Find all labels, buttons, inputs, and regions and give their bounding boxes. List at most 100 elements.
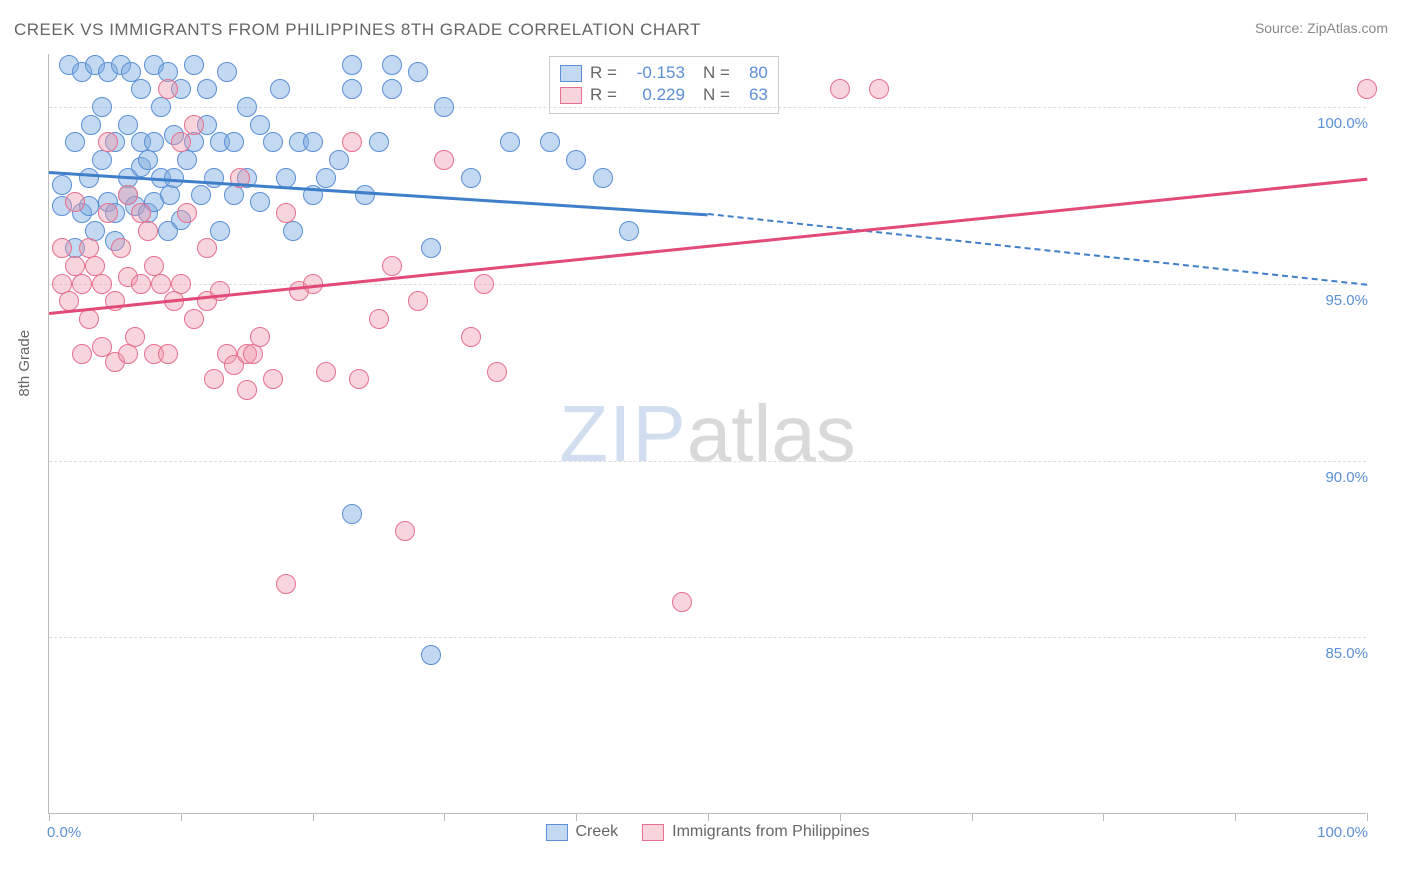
data-point (395, 521, 415, 541)
data-point (237, 97, 257, 117)
legend-corr-swatch (560, 65, 582, 82)
data-point (342, 55, 362, 75)
data-point (250, 115, 270, 135)
data-point (500, 132, 520, 152)
data-point (276, 203, 296, 223)
trend-line (708, 213, 1367, 286)
source-attribution: Source: ZipAtlas.com (1255, 20, 1388, 36)
data-point (118, 344, 138, 364)
gridline (49, 637, 1366, 638)
legend-label-philippines: Immigrants from Philippines (672, 823, 869, 841)
data-point (619, 221, 639, 241)
data-point (81, 115, 101, 135)
data-point (593, 168, 613, 188)
data-point (210, 221, 230, 241)
data-point (158, 344, 178, 364)
data-point (408, 291, 428, 311)
legend-corr-swatch (560, 87, 582, 104)
data-point (72, 344, 92, 364)
x-tick (313, 813, 314, 821)
data-point (487, 362, 507, 382)
series-legend: Creek Immigrants from Philippines (545, 823, 869, 841)
legend-corr-row: R =-0.153N =80 (560, 63, 768, 83)
data-point (270, 79, 290, 99)
x-tick (1103, 813, 1104, 821)
y-tick-label: 90.0% (1321, 469, 1368, 486)
y-tick-label: 95.0% (1321, 292, 1368, 309)
data-point (461, 327, 481, 347)
data-point (382, 256, 402, 276)
y-tick-label: 100.0% (1313, 115, 1368, 132)
data-point (461, 168, 481, 188)
data-point (237, 380, 257, 400)
gridline (49, 284, 1366, 285)
n-value: 80 (738, 63, 768, 83)
legend-corr-row: R =0.229N =63 (560, 85, 768, 105)
data-point (316, 168, 336, 188)
data-point (382, 55, 402, 75)
data-point (224, 132, 244, 152)
data-point (177, 203, 197, 223)
data-point (92, 274, 112, 294)
data-point (121, 62, 141, 82)
data-point (98, 132, 118, 152)
data-point (191, 185, 211, 205)
data-point (250, 192, 270, 212)
data-point (144, 132, 164, 152)
data-point (52, 175, 72, 195)
data-point (566, 150, 586, 170)
data-point (65, 132, 85, 152)
data-point (65, 192, 85, 212)
data-point (283, 221, 303, 241)
data-point (171, 132, 191, 152)
data-point (421, 238, 441, 258)
data-point (79, 309, 99, 329)
data-point (118, 115, 138, 135)
data-point (197, 79, 217, 99)
data-point (184, 55, 204, 75)
x-tick (972, 813, 973, 821)
data-point (329, 150, 349, 170)
data-point (342, 132, 362, 152)
data-point (830, 79, 850, 99)
data-point (263, 369, 283, 389)
n-label: N = (703, 63, 730, 83)
data-point (52, 238, 72, 258)
data-point (131, 274, 151, 294)
data-point (276, 574, 296, 594)
x-axis-max-label: 100.0% (1317, 824, 1368, 841)
data-point (72, 274, 92, 294)
data-point (434, 150, 454, 170)
data-point (303, 132, 323, 152)
data-point (98, 203, 118, 223)
data-point (217, 62, 237, 82)
data-point (111, 238, 131, 258)
data-point (171, 274, 191, 294)
data-point (250, 327, 270, 347)
legend-label-creek: Creek (575, 823, 618, 841)
x-tick (1235, 813, 1236, 821)
data-point (177, 150, 197, 170)
r-value: 0.229 (625, 85, 685, 105)
data-point (92, 150, 112, 170)
x-tick (708, 813, 709, 821)
data-point (197, 238, 217, 258)
n-value: 63 (738, 85, 768, 105)
legend-item-creek: Creek (545, 823, 618, 841)
n-label: N = (703, 85, 730, 105)
x-tick (1367, 813, 1368, 821)
data-point (125, 327, 145, 347)
data-point (421, 645, 441, 665)
data-point (160, 185, 180, 205)
data-point (349, 369, 369, 389)
data-point (342, 504, 362, 524)
legend-swatch-creek (545, 824, 567, 841)
data-point (184, 115, 204, 135)
data-point (408, 62, 428, 82)
data-point (204, 369, 224, 389)
data-point (151, 274, 171, 294)
data-point (1357, 79, 1377, 99)
x-tick (840, 813, 841, 821)
data-point (276, 168, 296, 188)
data-point (158, 79, 178, 99)
